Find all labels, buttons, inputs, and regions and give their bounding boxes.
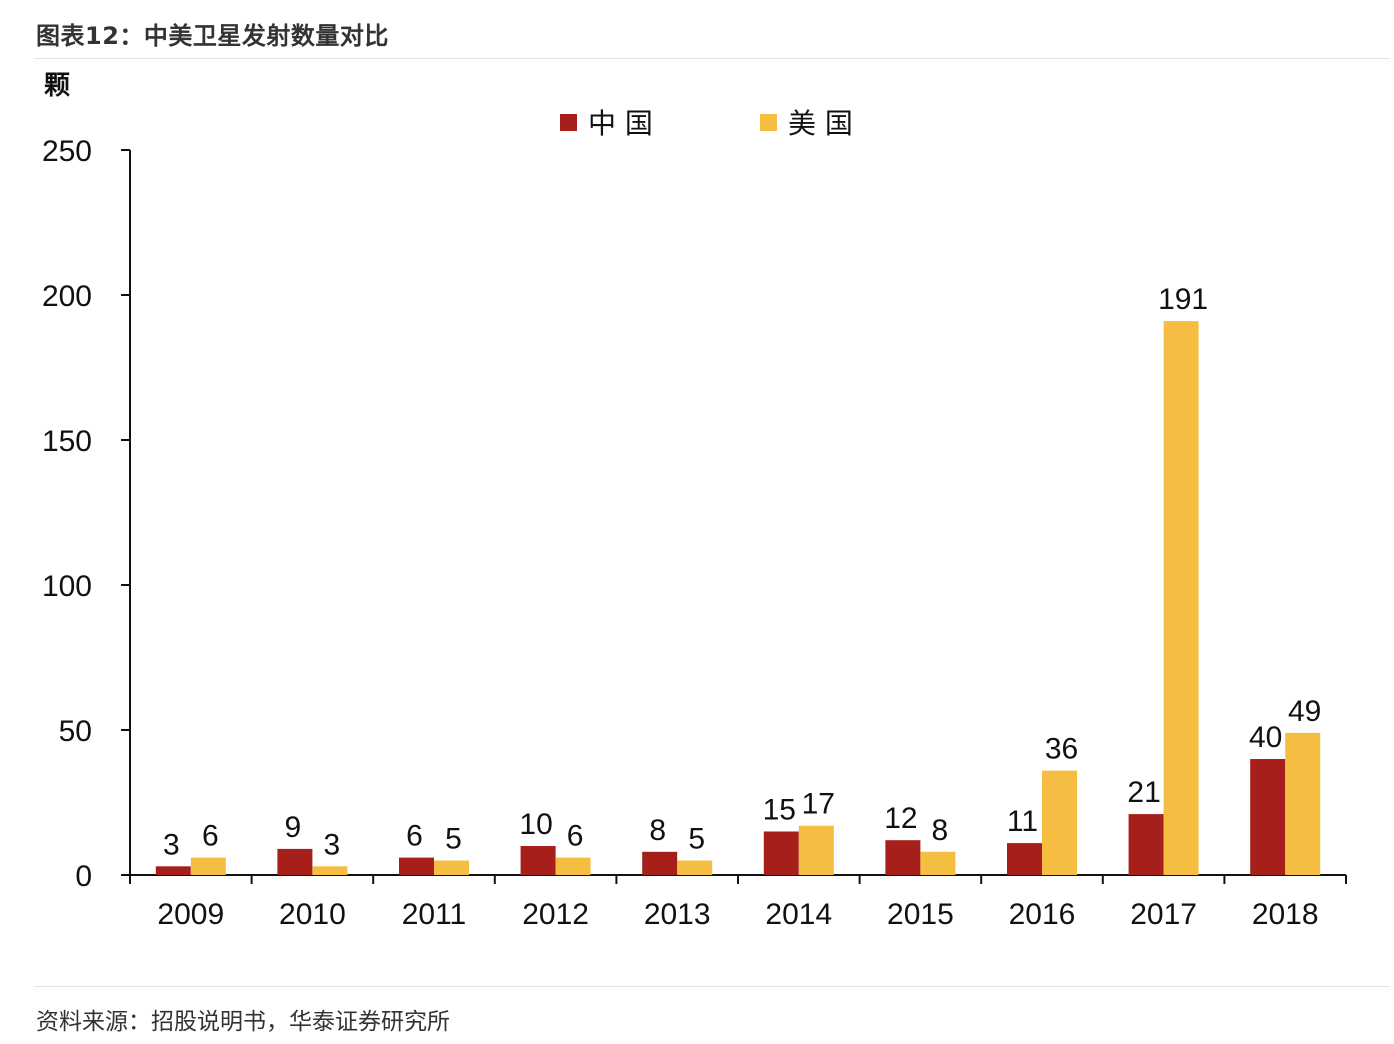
x-axis: 2009 2010 2011 2012 2013 2014 2015 2016 2017 2018: [121, 874, 1347, 931]
data-label-usa: 3: [324, 828, 341, 861]
data-label-china: 9: [285, 811, 302, 844]
bar-usa: [1163, 321, 1199, 876]
figure-title: 图表12：中美卫星发射数量对比: [36, 22, 389, 50]
legend-label: 美 国: [788, 107, 853, 140]
data-label-usa: 6: [202, 820, 219, 853]
bar-china: [1128, 814, 1164, 875]
data-label-china: 15: [763, 794, 796, 827]
data-label-china: 8: [649, 814, 666, 847]
legend-swatch: [760, 114, 777, 131]
bar-china: [763, 831, 799, 875]
bar-china: [885, 840, 921, 875]
x-tick-label: 2016: [1009, 898, 1076, 931]
x-tick-label: 2012: [522, 898, 589, 931]
legend: 中 国美 国: [560, 107, 853, 140]
x-tick-label: 2013: [644, 898, 711, 931]
x-tick-label: 2010: [279, 898, 346, 931]
y-tick-label: 50: [59, 715, 92, 748]
y-tick-label: 150: [42, 425, 92, 458]
bar-usa: [677, 860, 713, 875]
x-tick-label: 2011: [402, 898, 467, 931]
legend-label: 中 国: [588, 107, 653, 140]
legend-swatch: [560, 114, 577, 131]
bar-china: [277, 848, 313, 875]
bar-usa: [1042, 770, 1077, 875]
data-label-usa: 5: [445, 823, 462, 856]
data-label-usa: 49: [1288, 695, 1321, 728]
y-tick-label: 0: [75, 860, 92, 893]
source-note: 资料来源：招股说明书，华泰证券研究所: [36, 1009, 450, 1035]
bar-usa: [1285, 732, 1321, 875]
data-label-china: 21: [1127, 776, 1160, 809]
bar-china: [1250, 759, 1286, 875]
x-tick-label: 2015: [887, 898, 954, 931]
x-tick-label: 2009: [157, 898, 224, 931]
data-label-usa: 5: [688, 823, 705, 856]
x-tick-label: 2018: [1252, 898, 1319, 931]
data-label-usa: 8: [932, 814, 949, 847]
bar-usa: [190, 857, 226, 875]
bar-china: [399, 857, 434, 875]
bar-usa: [312, 866, 348, 875]
top-divider: [34, 58, 1390, 59]
bar-china: [1007, 843, 1042, 875]
bar-usa: [798, 825, 834, 875]
data-label-china: 3: [163, 828, 180, 861]
x-tick-label: 2017: [1130, 898, 1197, 931]
y-tick-label: 200: [42, 280, 92, 313]
data-label-usa: 36: [1045, 733, 1078, 766]
data-label-china: 6: [406, 820, 423, 853]
bar-usa: [434, 860, 469, 875]
data-label-usa: 17: [802, 788, 835, 821]
bottom-divider: [34, 986, 1390, 987]
y-axis: 0 50 100 150 200 250: [42, 135, 131, 893]
data-label-usa: 191: [1158, 283, 1208, 316]
bar-chart: 0 50 100 150 200 250 2009 2010 2011 2012 2013 2014…: [42, 71, 1347, 931]
bar-usa: [555, 857, 591, 875]
data-label-usa: 6: [567, 820, 584, 853]
bar-china: [155, 866, 191, 875]
data-label-china: 10: [519, 808, 552, 841]
bar-china: [520, 846, 556, 875]
bars: [155, 321, 1321, 876]
bar-usa: [920, 851, 956, 875]
bar-china: [642, 851, 678, 875]
data-label-china: 40: [1249, 721, 1282, 754]
x-tick-label: 2014: [765, 898, 832, 931]
data-label-china: 11: [1007, 805, 1038, 838]
data-label-china: 12: [884, 802, 917, 835]
y-tick-label: 250: [42, 135, 92, 168]
y-tick-label: 100: [42, 570, 92, 603]
y-axis-unit-label: 颗: [44, 71, 70, 101]
